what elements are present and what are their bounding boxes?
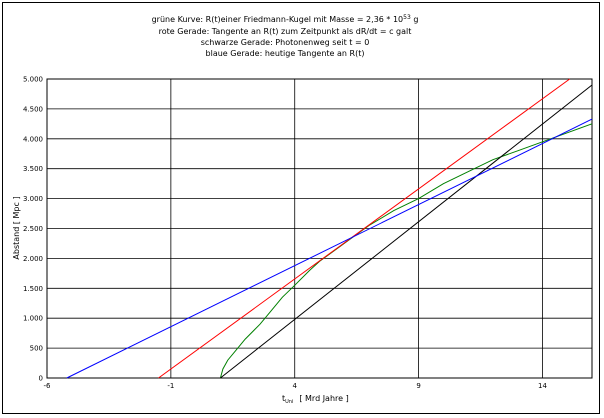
y-tick-label: 1.500 [23,285,43,293]
title-line-3: schwarze Gerade: Photonenweg seit t = 0 [201,38,370,47]
y-tick-label: 2.000 [23,255,43,263]
y-tick-label: 2.500 [23,225,43,233]
x-tick-label: 4 [292,382,297,390]
series-line-4 [66,118,593,379]
x-axis-label-sub: Uni [285,399,293,405]
title-line-1: grüne Kurve: R(t)einer Friedmann-Kugel m… [152,14,419,24]
title-line-4: blaue Gerade: heutige Tangente an R(t) [206,49,365,58]
x-tick-label: 14 [538,382,547,390]
y-tick-label: 3.000 [23,195,43,203]
x-axis-label-unit: [ Mrd Jahre ] [299,394,348,403]
y-axis-label: Abstand [ Mpc ] [12,196,21,259]
chart-title: grüne Kurve: R(t)einer Friedmann-Kugel m… [152,14,419,58]
x-axis-label: tUni [ Mrd Jahre ] [282,394,349,405]
y-tick-label: 4.500 [23,105,43,113]
series-line-3 [220,84,593,379]
tick-labels: 0 500 1.000 1.500 2.000 2.500 3.000 3.500 4.000 4… [23,76,547,391]
x-tick-label: -1 [167,382,174,390]
y-tick-label: 5.000 [23,76,43,84]
title-exponent: 53 [403,14,411,21]
x-axis-label-main: t [282,394,285,403]
title-line-2: rote Gerade: Tangente an R(t) zum Zeitpu… [159,27,412,36]
chart-svg: grüne Kurve: R(t)einer Friedmann-Kugel m… [12,14,593,405]
chart-frame: grüne Kurve: R(t)einer Friedmann-Kugel m… [2,2,600,414]
title-unit: g [411,15,419,24]
y-tick-label: 0 [39,375,43,383]
grid [47,79,592,378]
series-line-2 [158,78,570,379]
y-tick-label: 500 [30,345,43,353]
y-tick-label: 1.000 [23,315,43,323]
y-tick-label: 4.000 [23,135,43,143]
x-tick-label: 9 [416,382,420,390]
x-tick-label: -6 [44,382,52,390]
y-tick-label: 3.500 [23,165,43,173]
series-lines [66,78,593,379]
